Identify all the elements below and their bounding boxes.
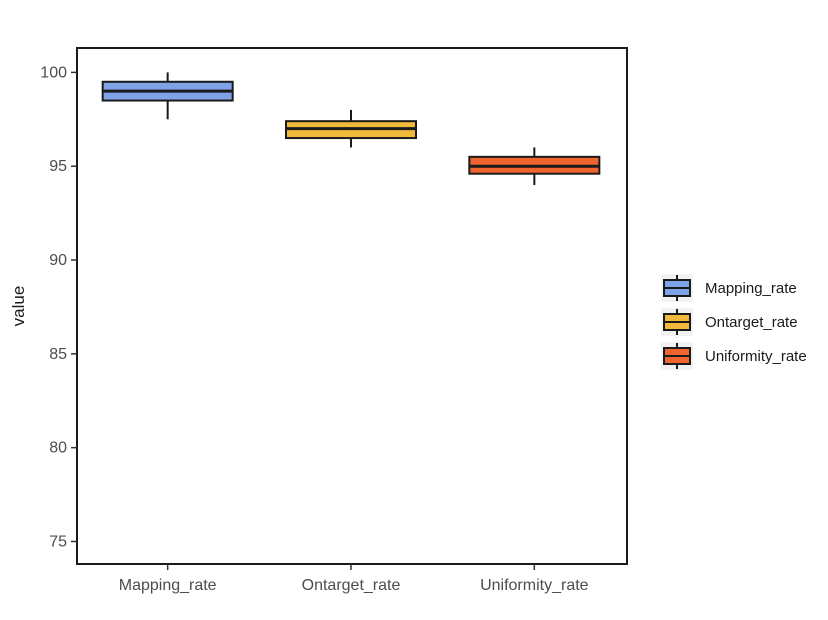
boxes	[101, 72, 601, 185]
legend: Mapping_rate Ontarget_rate Uniformity_rate	[661, 274, 807, 370]
x-axis: Mapping_rate Ontarget_rate Uniformity_rate	[119, 564, 589, 594]
box-mapping-rate	[101, 72, 234, 120]
y-tick-label: 95	[49, 158, 67, 175]
legend-item-uniformity-rate: Uniformity_rate	[661, 342, 807, 370]
legend-item-mapping-rate: Mapping_rate	[661, 274, 797, 302]
y-tick-label: 80	[49, 440, 67, 457]
y-axis: 75 80 85 90 95 100	[40, 64, 77, 550]
x-tick-label: Ontarget_rate	[302, 577, 401, 594]
x-tick-label: Mapping_rate	[119, 577, 217, 594]
y-axis-title: value	[9, 286, 28, 327]
y-tick-label: 85	[49, 346, 67, 363]
legend-label: Ontarget_rate	[705, 314, 798, 331]
y-tick-label: 100	[40, 64, 67, 81]
y-tick-label: 90	[49, 252, 67, 269]
box-ontarget-rate	[285, 109, 417, 148]
legend-label: Mapping_rate	[705, 280, 797, 297]
x-tick-label: Uniformity_rate	[480, 577, 589, 594]
legend-label: Uniformity_rate	[705, 348, 807, 365]
box-uniformity-rate	[468, 147, 601, 185]
legend-item-ontarget-rate: Ontarget_rate	[661, 308, 798, 336]
y-tick-label: 75	[49, 533, 67, 550]
